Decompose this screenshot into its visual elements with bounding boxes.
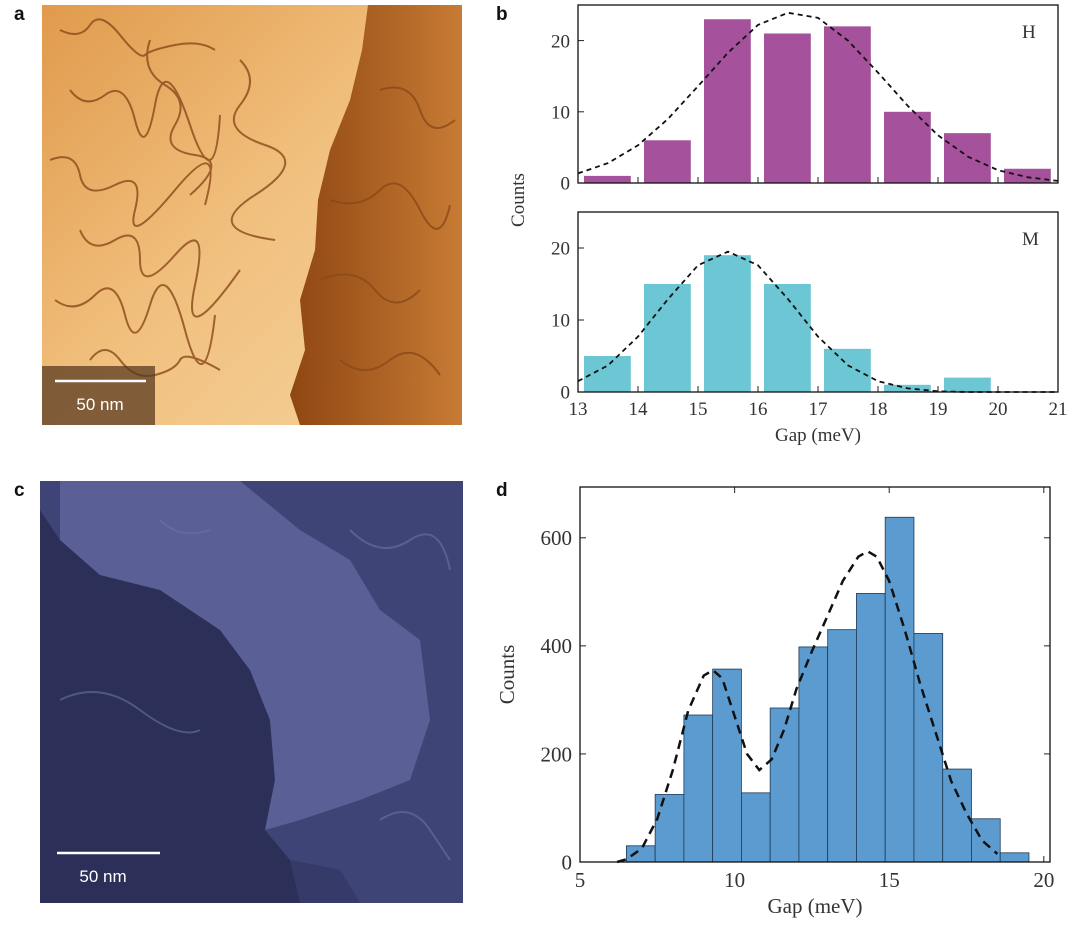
bar [971, 818, 1001, 863]
y-tick-label: 10 [551, 102, 570, 123]
bar [884, 516, 915, 863]
y-tick-label: 600 [541, 526, 573, 550]
bar [704, 255, 751, 392]
y-tick-label: 0 [562, 850, 573, 874]
x-axis-label: Gap (meV) [775, 425, 861, 446]
bar [712, 668, 742, 863]
y-tick-label: 0 [561, 383, 571, 404]
x-tick-label: 15 [689, 399, 708, 420]
y-tick-label: 0 [561, 174, 571, 195]
x-axis-label: Gap (meV) [767, 894, 862, 918]
bar [999, 852, 1030, 863]
bar [944, 377, 991, 392]
bar [683, 714, 714, 863]
bar [764, 33, 811, 184]
fit-curve [616, 549, 999, 864]
stm-image-a [42, 5, 462, 425]
y-tick-label: 10 [551, 311, 570, 332]
annotation: H [1022, 22, 1036, 43]
x-tick-label: 17 [809, 399, 828, 420]
bar [824, 348, 871, 392]
annotation: M [1022, 229, 1039, 250]
y-axis-label: Counts [495, 645, 519, 705]
fit-curve [577, 11, 1059, 182]
y-tick-label: 20 [551, 31, 570, 52]
x-tick-label: 18 [869, 399, 888, 420]
stm-image-c [40, 481, 463, 903]
panel-label: c [14, 480, 25, 501]
x-tick-label: 15 [879, 868, 900, 892]
y-axis-label: Counts [508, 173, 529, 227]
y-tick-label: 20 [551, 239, 570, 260]
x-tick-label: 21 [1049, 399, 1068, 420]
scale-bar-label: 50 nm [76, 395, 123, 414]
bar [584, 356, 631, 392]
x-tick-label: 13 [569, 399, 588, 420]
y-tick-label: 400 [541, 634, 573, 658]
bar [644, 140, 691, 183]
plot-frame [577, 211, 1059, 393]
bar [764, 284, 811, 392]
bar [1004, 168, 1051, 183]
x-tick-label: 5 [575, 868, 586, 892]
bar [856, 593, 886, 863]
x-tick-label: 14 [629, 399, 649, 420]
bar [654, 794, 685, 863]
bar [741, 792, 771, 863]
x-tick-label: 16 [749, 399, 768, 420]
y-tick-label: 200 [541, 742, 573, 766]
bar [913, 633, 944, 863]
x-tick-label: 10 [724, 868, 745, 892]
plot-frame [577, 4, 1059, 184]
bar [625, 845, 656, 863]
bar [884, 111, 931, 183]
x-tick-label: 19 [929, 399, 948, 420]
panel-label: b [496, 4, 508, 25]
bar [798, 646, 829, 863]
bar [704, 19, 751, 183]
scale-bar-label: 50 nm [79, 867, 126, 886]
x-tick-label: 20 [1033, 868, 1054, 892]
plot-frame [579, 486, 1051, 863]
x-tick-label: 20 [989, 399, 1008, 420]
panel-label: a [14, 4, 25, 25]
bar [824, 26, 871, 183]
bar [644, 284, 691, 392]
panel-label: d [496, 480, 508, 501]
bar [584, 175, 631, 183]
bar [944, 133, 991, 183]
bar [942, 768, 972, 863]
bar [827, 629, 857, 863]
